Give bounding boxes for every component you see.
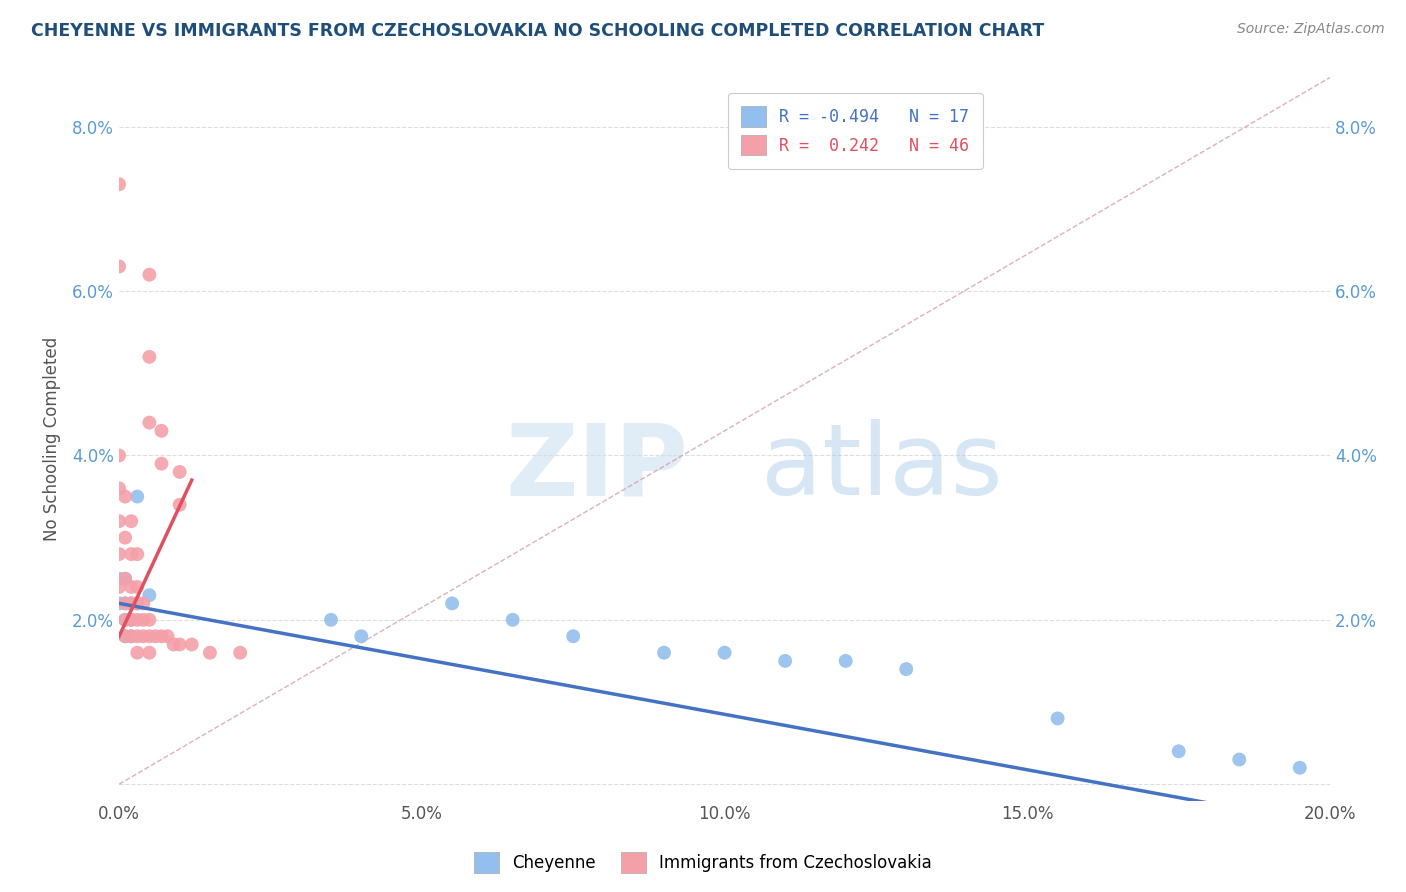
Point: [198, 646, 221, 660]
Point: [652, 646, 675, 660]
Point: [169, 638, 191, 652]
Point: [162, 638, 184, 652]
Point: [773, 654, 796, 668]
Point: [120, 580, 142, 594]
Legend: Cheyenne, Immigrants from Czechoslovakia: Cheyenne, Immigrants from Czechoslovakia: [467, 846, 939, 880]
Point: [127, 490, 149, 504]
Point: [120, 596, 142, 610]
Point: [114, 629, 136, 643]
Point: [127, 646, 149, 660]
Point: [114, 572, 136, 586]
Point: [120, 613, 142, 627]
Point: [127, 580, 149, 594]
Point: [120, 596, 142, 610]
Point: [108, 547, 131, 561]
Point: [156, 629, 179, 643]
Point: [120, 629, 142, 643]
Point: [150, 457, 173, 471]
Point: [120, 514, 142, 528]
Point: [108, 178, 131, 192]
Point: [1288, 761, 1310, 775]
Point: [120, 629, 142, 643]
Point: [114, 572, 136, 586]
Point: [114, 596, 136, 610]
Point: [138, 629, 160, 643]
Point: [502, 613, 524, 627]
Point: [114, 613, 136, 627]
Point: [138, 416, 160, 430]
Point: [108, 449, 131, 463]
Point: [114, 490, 136, 504]
Point: [169, 465, 191, 479]
Point: [138, 646, 160, 660]
Point: [138, 588, 160, 602]
Text: CHEYENNE VS IMMIGRANTS FROM CZECHOSLOVAKIA NO SCHOOLING COMPLETED CORRELATION CH: CHEYENNE VS IMMIGRANTS FROM CZECHOSLOVAK…: [31, 22, 1045, 40]
Point: [150, 629, 173, 643]
Point: [132, 629, 155, 643]
Point: [441, 596, 464, 610]
Text: ZIP: ZIP: [505, 419, 689, 516]
Point: [138, 268, 160, 282]
Point: [229, 646, 252, 660]
Point: [145, 629, 167, 643]
Y-axis label: No Schooling Completed: No Schooling Completed: [44, 337, 60, 541]
Point: [1167, 744, 1189, 758]
Legend: R = -0.494   N = 17, R =  0.242   N = 46: R = -0.494 N = 17, R = 0.242 N = 46: [728, 93, 983, 169]
Point: [169, 498, 191, 512]
Point: [562, 629, 585, 643]
Point: [114, 629, 136, 643]
Point: [127, 596, 149, 610]
Point: [108, 481, 131, 495]
Point: [138, 350, 160, 364]
Point: [1227, 752, 1250, 766]
Point: [108, 580, 131, 594]
Point: [132, 613, 155, 627]
Point: [114, 596, 136, 610]
Point: [127, 547, 149, 561]
Point: [127, 613, 149, 627]
Point: [319, 613, 342, 627]
Point: [150, 424, 173, 438]
Point: [108, 572, 131, 586]
Point: [120, 613, 142, 627]
Point: [108, 260, 131, 274]
Point: [180, 638, 202, 652]
Point: [120, 547, 142, 561]
Point: [127, 596, 149, 610]
Point: [713, 646, 735, 660]
Point: [127, 629, 149, 643]
Point: [114, 613, 136, 627]
Point: [350, 629, 373, 643]
Point: [114, 531, 136, 545]
Text: atlas: atlas: [761, 419, 1002, 516]
Point: [1046, 711, 1069, 725]
Point: [138, 613, 160, 627]
Point: [108, 514, 131, 528]
Point: [108, 596, 131, 610]
Point: [834, 654, 856, 668]
Text: Source: ZipAtlas.com: Source: ZipAtlas.com: [1237, 22, 1385, 37]
Point: [132, 596, 155, 610]
Point: [896, 662, 918, 676]
